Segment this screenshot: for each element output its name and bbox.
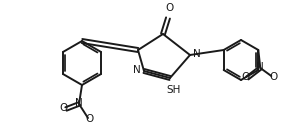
Text: N: N (193, 49, 201, 59)
Text: N: N (75, 98, 83, 108)
Text: O: O (60, 103, 68, 113)
Text: N: N (133, 65, 141, 75)
Text: O: O (165, 3, 173, 13)
Text: O: O (269, 72, 278, 82)
Text: SH: SH (167, 85, 181, 95)
Text: O: O (86, 114, 94, 124)
Text: N: N (257, 62, 264, 72)
Text: O: O (241, 72, 250, 82)
